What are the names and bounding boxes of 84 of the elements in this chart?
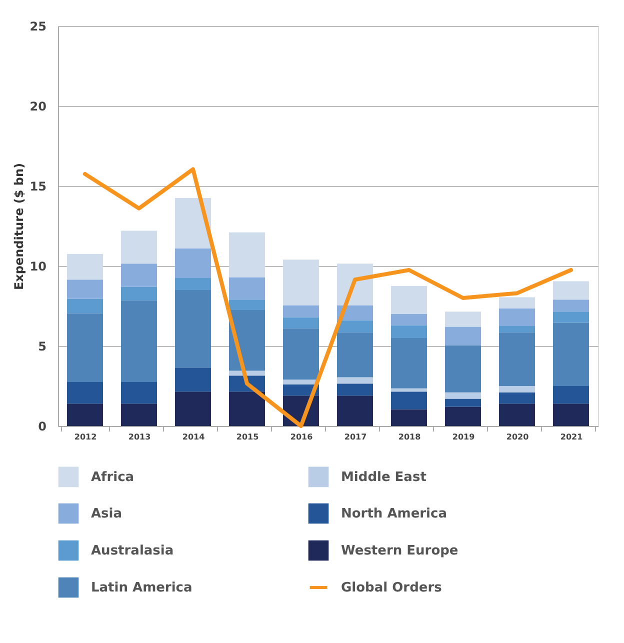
- x-tick-label: 2019: [452, 432, 476, 442]
- bar: [445, 345, 481, 392]
- bar: [499, 297, 535, 308]
- bar: [553, 281, 589, 300]
- bar: [445, 392, 481, 399]
- bar: [391, 388, 427, 392]
- bar: [337, 332, 373, 378]
- bar: [553, 404, 589, 426]
- y-tick-label: 25: [30, 20, 46, 34]
- legend-label: North America: [341, 506, 447, 522]
- bar: [553, 386, 589, 404]
- bar: [445, 312, 481, 327]
- line-series: [83, 167, 573, 428]
- bar: [121, 230, 157, 264]
- y-tick-label: 0: [38, 420, 46, 434]
- bar: [445, 406, 481, 426]
- bar: [121, 404, 157, 426]
- x-tick-label: 2017: [344, 432, 367, 442]
- bar: [337, 377, 373, 384]
- bar: [175, 278, 211, 290]
- legend-label: Global Orders: [341, 580, 442, 596]
- bar: [67, 313, 103, 382]
- y-tick-label: 20: [30, 100, 46, 114]
- bar: [499, 308, 535, 326]
- bar: [67, 298, 103, 314]
- bar: [229, 277, 265, 300]
- bar: [553, 300, 589, 312]
- bar: [175, 248, 211, 278]
- bar: [499, 332, 535, 386]
- bar: [67, 254, 103, 280]
- bar: [337, 384, 373, 396]
- x-tick-label: 2012: [74, 432, 97, 442]
- bar: [229, 232, 265, 278]
- legend-label: Asia: [91, 506, 122, 522]
- bar: [283, 305, 319, 318]
- bar: [391, 286, 427, 314]
- bar: [499, 404, 535, 426]
- bar: [229, 392, 265, 426]
- x-tick-label: 2013: [128, 432, 151, 442]
- bar: [499, 392, 535, 404]
- bar: [391, 392, 427, 410]
- bar: [391, 409, 427, 426]
- bar: [175, 198, 211, 248]
- bar: [391, 325, 427, 338]
- bar: [121, 286, 157, 300]
- bar: [337, 396, 373, 426]
- bar: [283, 260, 319, 306]
- y-tick-label: 5: [38, 340, 46, 354]
- x-tick-label: 2015: [236, 432, 260, 442]
- bar: [121, 382, 157, 404]
- bar: [283, 317, 319, 328]
- bar: [499, 386, 535, 392]
- bar: [175, 368, 211, 392]
- bar: [553, 322, 589, 386]
- bar: [67, 280, 103, 299]
- bar: [499, 326, 535, 332]
- bar: [445, 326, 481, 346]
- bar: [283, 328, 319, 380]
- legend-label: Australasia: [91, 544, 174, 558]
- bar: [283, 380, 319, 384]
- legend-label: Africa: [91, 470, 134, 485]
- x-tick-label: 2021: [560, 432, 584, 442]
- bar: [445, 398, 481, 407]
- x-tick-label: 2020: [506, 432, 530, 442]
- bar: [391, 338, 427, 388]
- bar: [121, 300, 157, 382]
- bar: [553, 312, 589, 323]
- bar: [121, 264, 157, 287]
- y-tick-label: 10: [30, 260, 46, 274]
- bar: [229, 300, 265, 310]
- legend-label: Western Europe: [341, 544, 458, 558]
- x-tick-label: 2016: [290, 432, 314, 442]
- bar: [67, 404, 103, 426]
- y-axis-title: Expenditure ($ bn): [12, 162, 26, 290]
- legend-label: Latin America: [91, 580, 192, 596]
- x-tick-label: 2014: [182, 432, 206, 442]
- bar: [175, 392, 211, 426]
- bar: [391, 314, 427, 326]
- bar: [67, 382, 103, 404]
- bar: [337, 320, 373, 332]
- x-tick-label: 2018: [398, 432, 422, 442]
- legend-label: Middle East: [341, 470, 426, 485]
- bar: [175, 290, 211, 368]
- y-tick-label: 15: [30, 180, 46, 194]
